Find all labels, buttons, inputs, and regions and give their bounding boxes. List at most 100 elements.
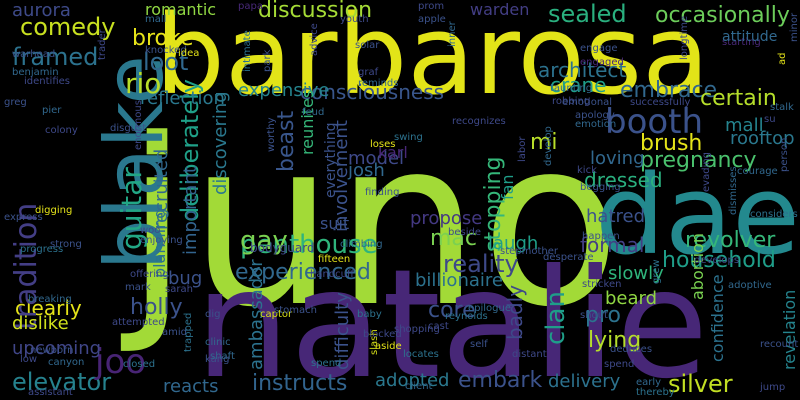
word: reminds xyxy=(358,78,399,89)
word: sarah xyxy=(165,284,193,295)
word: knocked xyxy=(145,45,187,56)
word: stalk xyxy=(770,102,794,113)
word: natalie xyxy=(195,238,709,400)
word: desperate xyxy=(543,252,594,263)
word: cast xyxy=(428,321,449,332)
word: develop xyxy=(543,126,554,166)
word: mac xyxy=(430,226,478,251)
word: crane xyxy=(550,73,607,97)
word: closed xyxy=(123,359,156,370)
word: pier xyxy=(42,105,62,116)
word: jump xyxy=(760,382,786,393)
word: distant xyxy=(512,349,547,360)
word: youth xyxy=(340,14,369,25)
word: dislike xyxy=(12,313,69,334)
word: stricken xyxy=(582,279,622,290)
word: recount xyxy=(760,339,799,350)
word: fifteen xyxy=(318,254,351,265)
word: swing xyxy=(394,132,423,143)
word: aside xyxy=(375,341,402,352)
word: billionaire xyxy=(415,270,503,291)
word: warden xyxy=(470,0,530,19)
word: laugh xyxy=(488,233,539,254)
word: successfully xyxy=(630,97,691,108)
word: papa xyxy=(238,1,263,12)
word: dae xyxy=(595,151,800,279)
word: adoptive xyxy=(728,280,772,291)
word: strong xyxy=(50,239,82,250)
word: labor xyxy=(517,136,528,162)
word: feud xyxy=(302,107,325,118)
word: mark xyxy=(125,282,151,293)
word: breaking xyxy=(28,294,72,305)
word: rio xyxy=(125,67,162,100)
word: blocked xyxy=(363,329,402,340)
word: embrace xyxy=(620,78,718,103)
word: mi xyxy=(530,130,558,155)
word: lying xyxy=(588,328,642,353)
word: trader xyxy=(97,29,108,60)
word: juno xyxy=(125,91,622,358)
word: happen xyxy=(582,231,620,242)
word: offering xyxy=(130,269,169,280)
word: confidence xyxy=(708,274,727,362)
word: begging xyxy=(580,182,621,193)
word: handcuff xyxy=(310,269,354,280)
word: josh xyxy=(348,160,385,181)
word: beard xyxy=(605,288,658,309)
word: engage xyxy=(580,43,618,54)
word: romantic xyxy=(145,0,217,19)
word: aurora xyxy=(12,0,71,21)
word: propose xyxy=(410,208,483,229)
word: deduces xyxy=(610,344,653,355)
word: household xyxy=(662,248,776,273)
word: embark xyxy=(458,368,543,393)
word: engaged xyxy=(580,57,624,68)
word: taunting xyxy=(550,83,593,94)
word: experienced xyxy=(235,260,371,285)
word: park xyxy=(262,49,273,72)
word: robbing xyxy=(552,96,591,107)
word: finding xyxy=(365,187,400,198)
word: elevator xyxy=(12,368,112,396)
word: longtime xyxy=(679,15,690,60)
word: penthouse xyxy=(240,230,378,260)
word: silver xyxy=(668,370,733,398)
word: everything xyxy=(323,122,339,198)
word: reunites xyxy=(298,89,317,155)
word: revelation xyxy=(780,289,799,370)
word: discussion xyxy=(258,0,373,23)
word: beside xyxy=(448,227,481,238)
word: loving xyxy=(590,148,645,169)
word: architect xyxy=(538,58,627,82)
word: kick xyxy=(577,165,597,176)
word: expensive xyxy=(238,80,330,101)
word: progress xyxy=(20,244,64,255)
word: shout xyxy=(580,310,608,321)
word: worthy xyxy=(266,117,277,152)
word: clearly xyxy=(15,296,82,320)
word: instructs xyxy=(252,371,348,396)
word: adopted xyxy=(375,370,450,391)
word: reacts xyxy=(163,376,219,397)
word: person xyxy=(779,137,790,172)
word: stepmother xyxy=(500,246,559,257)
word: dig xyxy=(205,309,221,320)
word: trapped xyxy=(183,312,194,352)
word: delivery xyxy=(548,371,621,392)
word: reality xyxy=(443,250,519,278)
word: holly xyxy=(130,295,183,320)
word: loot xyxy=(143,48,189,76)
word: disgust xyxy=(110,123,147,134)
word: considers xyxy=(750,209,798,220)
word: hatred xyxy=(586,206,646,227)
word: mall xyxy=(725,115,764,136)
word: newborn xyxy=(30,345,74,356)
word: booth xyxy=(605,102,704,142)
word: apple xyxy=(418,14,446,25)
word: core xyxy=(428,298,476,323)
word: captor xyxy=(260,309,293,320)
word: thereby xyxy=(636,387,675,398)
word: inner xyxy=(447,21,458,47)
word: assistant xyxy=(28,387,73,398)
